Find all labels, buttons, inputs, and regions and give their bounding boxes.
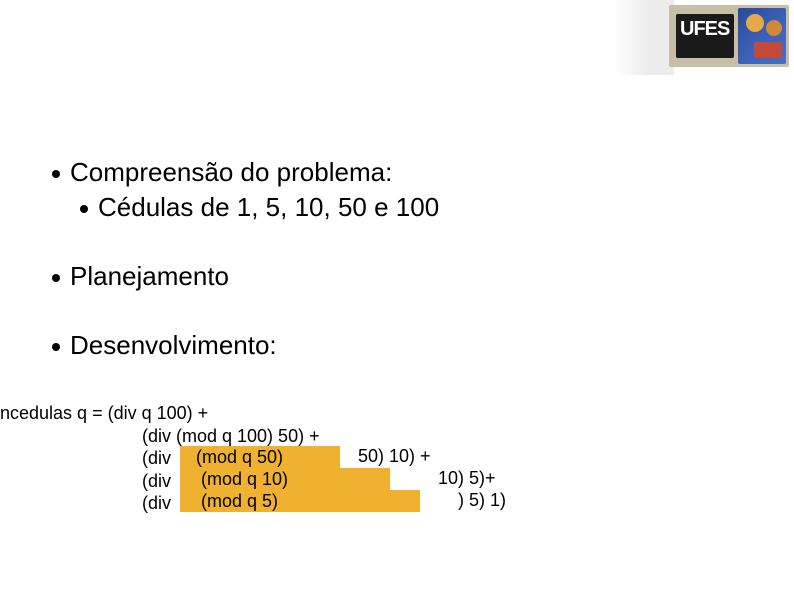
- logo-circle-icon: [746, 14, 764, 32]
- code-line: (div: [0, 492, 320, 515]
- bullet-text: Desenvolvimento:: [70, 328, 277, 363]
- code-block: ncedulas q = (div q 100) + (div (mod q 1…: [0, 402, 320, 515]
- bullet-item: Compreensão do problema:: [52, 155, 754, 190]
- bullet-subitem: Cédulas de 1, 5, 10, 50 e 100: [80, 190, 754, 225]
- bullet-icon: [52, 343, 60, 351]
- code-line: (div: [0, 447, 320, 470]
- slide-content: Compreensão do problema: Cédulas de 1, 5…: [52, 155, 754, 363]
- bullet-text: Compreensão do problema:: [70, 155, 392, 190]
- bullet-icon: [80, 205, 88, 213]
- code-line: (div (mod q 100) 50) +: [0, 425, 320, 448]
- logo-text: UFES: [680, 18, 729, 41]
- code-fragment: 50) 10) +: [358, 446, 431, 467]
- code-fragment: 10) 5)+: [438, 468, 496, 489]
- bullet-text: Cédulas de 1, 5, 10, 50 e 100: [98, 190, 439, 225]
- code-line: (div: [0, 470, 320, 493]
- bullet-icon: [52, 274, 60, 282]
- logo-fade: [614, 0, 674, 75]
- code-line: ncedulas q = (div q 100) +: [0, 402, 320, 425]
- logo-region: UFES: [614, 0, 794, 75]
- logo-accent: [754, 42, 782, 58]
- bullet-text: Planejamento: [70, 259, 229, 294]
- logo-circle-icon: [766, 20, 782, 36]
- code-fragment: ) 5) 1): [458, 490, 506, 511]
- bullet-icon: [52, 170, 60, 178]
- bullet-item: Desenvolvimento:: [52, 328, 754, 363]
- bullet-item: Planejamento: [52, 259, 754, 294]
